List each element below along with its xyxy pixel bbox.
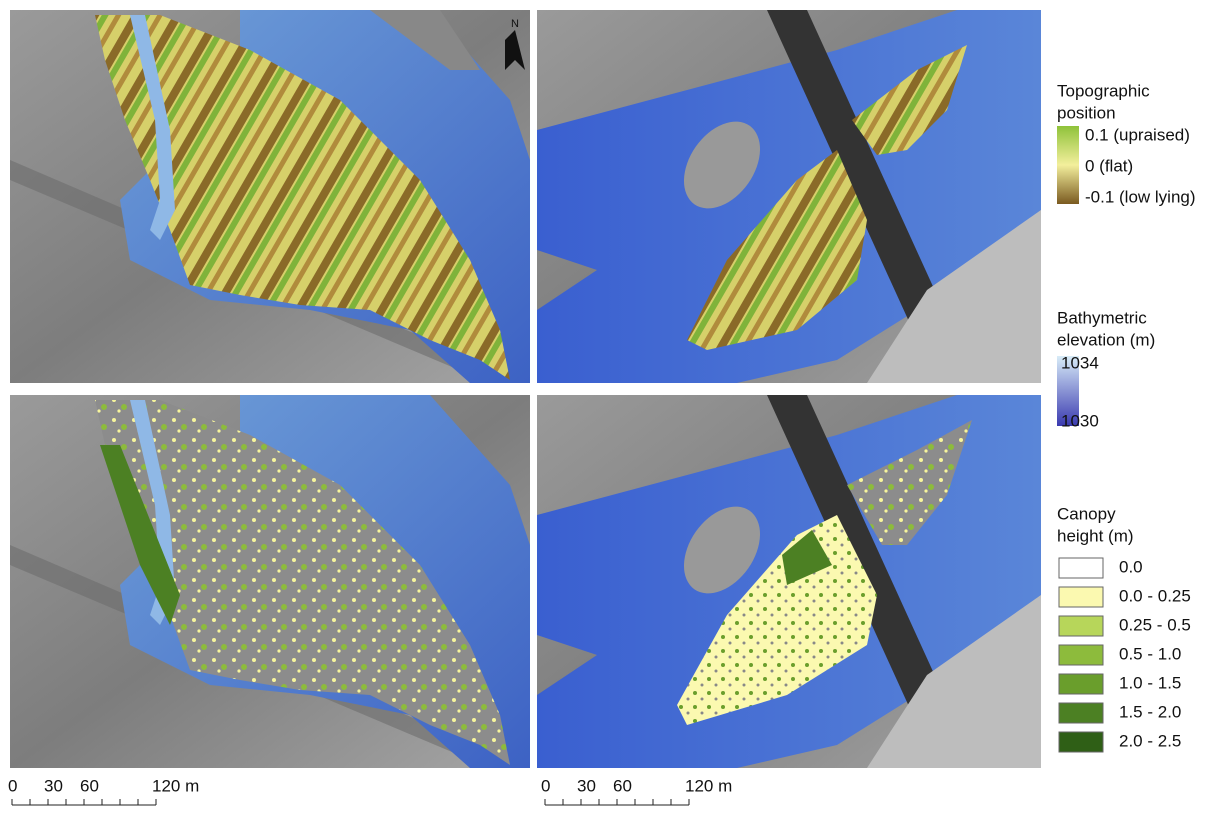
legend-label: 0.1 (upraised) bbox=[1085, 125, 1190, 144]
map-panel bbox=[537, 10, 1041, 383]
scale-label: 0 bbox=[8, 776, 17, 795]
scale-label: 30 bbox=[577, 776, 596, 795]
scale-label: 120 m bbox=[152, 776, 199, 795]
legends: Topographic position 0.1 (upraised) 0 (flat… bbox=[1057, 81, 1196, 752]
legend-label: 0.0 - 0.25 bbox=[1119, 586, 1191, 605]
legend-swatch bbox=[1059, 703, 1103, 723]
legend-label: 0 (flat) bbox=[1085, 156, 1133, 175]
legend-label: 2.0 - 2.5 bbox=[1119, 731, 1181, 750]
figure: N Topographic position 0.1 (upraised) 0 (fl… bbox=[0, 0, 1222, 812]
scale-label: 120 m bbox=[685, 776, 732, 795]
legend-label: 0.5 - 1.0 bbox=[1119, 644, 1181, 663]
scale-bars: 0 30 60 120 m 0 30 60 120 m bbox=[8, 776, 732, 805]
north-arrow-label: N bbox=[511, 18, 519, 30]
legend-swatch bbox=[1059, 645, 1103, 665]
legend-title: elevation (m) bbox=[1057, 330, 1155, 349]
legend-title: Canopy bbox=[1057, 504, 1116, 523]
map-panel bbox=[10, 395, 530, 785]
legend-label: 0.0 bbox=[1119, 557, 1143, 576]
legend-label: 1.5 - 2.0 bbox=[1119, 702, 1181, 721]
legend-gradient bbox=[1057, 126, 1079, 204]
scale-label: 60 bbox=[80, 776, 99, 795]
legend-swatch bbox=[1059, 616, 1103, 636]
legend-label: 1030 bbox=[1061, 411, 1099, 430]
legend-title: Bathymetric bbox=[1057, 308, 1147, 327]
legend-label: 1.0 - 1.5 bbox=[1119, 673, 1181, 692]
legend-swatch bbox=[1059, 587, 1103, 607]
legend-label: 1034 bbox=[1061, 353, 1099, 372]
legend-title: position bbox=[1057, 103, 1116, 122]
legend-title: height (m) bbox=[1057, 526, 1134, 545]
legend-swatch bbox=[1059, 732, 1103, 752]
map-panel bbox=[537, 395, 1041, 768]
scale-label: 30 bbox=[44, 776, 63, 795]
scale-label: 0 bbox=[541, 776, 550, 795]
legend-title: Topographic bbox=[1057, 81, 1150, 100]
legend-label: 0.25 - 0.5 bbox=[1119, 615, 1191, 634]
legend-swatch bbox=[1059, 558, 1103, 578]
scale-label: 60 bbox=[613, 776, 632, 795]
legend-swatch bbox=[1059, 674, 1103, 694]
map-panel: N bbox=[10, 10, 530, 400]
legend-label: -0.1 (low lying) bbox=[1085, 187, 1196, 206]
